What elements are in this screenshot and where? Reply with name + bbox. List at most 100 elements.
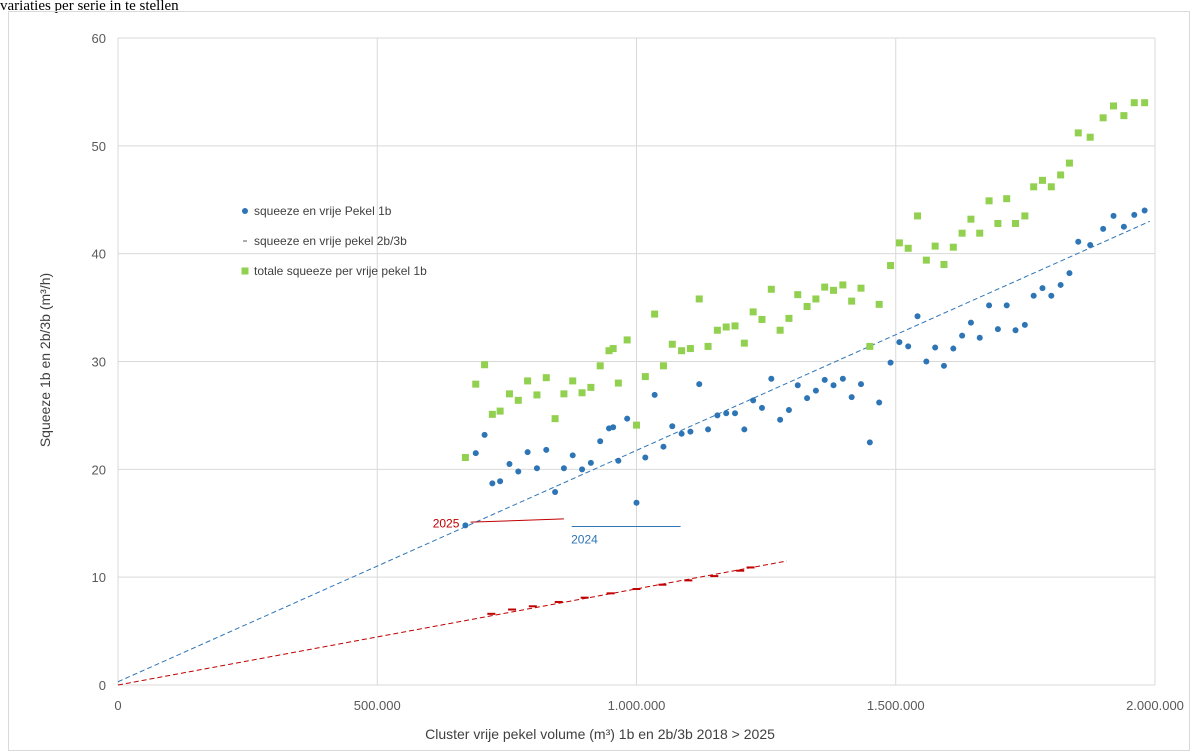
legend-marker-square xyxy=(241,267,249,275)
point-square xyxy=(1086,133,1094,141)
point-circle xyxy=(1131,211,1138,218)
point-square xyxy=(704,342,712,350)
y-tick-label: 60 xyxy=(92,31,106,46)
x-axis-label: Cluster vrije pekel volume (m³) 1b en 2b… xyxy=(425,726,775,742)
point-circle xyxy=(481,431,488,438)
point-square xyxy=(1130,99,1138,107)
point-circle xyxy=(1087,242,1094,249)
point-circle xyxy=(959,332,966,339)
annotation-lines xyxy=(470,518,681,527)
point-circle xyxy=(768,375,775,382)
point-circle xyxy=(642,454,649,461)
point-circle xyxy=(1003,302,1010,309)
point-circle xyxy=(812,387,819,394)
point-circle xyxy=(472,450,479,457)
tick-labels: 0 10 20 30 40 50 60 0 500.000 1.000.000 1.500.000 2… xyxy=(92,31,1184,713)
point-circle xyxy=(804,395,811,402)
point-circle xyxy=(758,404,765,411)
point-circle xyxy=(1120,223,1127,230)
point-square xyxy=(848,297,856,305)
point-square xyxy=(821,283,829,291)
point-circle xyxy=(967,319,974,326)
x-tick-label: 2.000.000 xyxy=(1126,698,1184,713)
annotations: 2025 2024 xyxy=(433,516,598,546)
point-square xyxy=(1057,171,1065,179)
point-circle xyxy=(723,410,730,417)
point-circle xyxy=(794,382,801,389)
point-square xyxy=(1030,183,1038,191)
point-circle xyxy=(848,394,855,401)
y-tick-label: 30 xyxy=(92,355,106,370)
point-circle xyxy=(524,449,531,456)
y-tick-label: 20 xyxy=(92,462,106,477)
point-square xyxy=(713,326,721,334)
point-square xyxy=(866,342,874,350)
point-circle xyxy=(678,430,685,437)
point-circle xyxy=(552,488,559,495)
point-circle xyxy=(714,412,721,419)
point-circle xyxy=(876,399,883,406)
point-square xyxy=(887,262,895,270)
point-circle xyxy=(866,439,873,446)
y-tick-label: 50 xyxy=(92,139,106,154)
point-circle xyxy=(696,381,703,388)
point-circle xyxy=(462,522,469,529)
point-square xyxy=(686,345,694,353)
trendline xyxy=(117,220,1151,683)
point-square xyxy=(614,379,622,387)
y-tick-label: 0 xyxy=(99,678,106,693)
point-square xyxy=(722,323,730,331)
point-square xyxy=(668,340,676,348)
point-square xyxy=(659,362,667,370)
point-circle xyxy=(932,344,939,351)
header-text-fragment: variaties per serie in te stellen xyxy=(0,0,179,14)
point-square xyxy=(976,229,984,237)
point-circle xyxy=(887,359,894,366)
point-square xyxy=(578,389,586,397)
point-circle xyxy=(506,460,513,467)
y-axis-label: Squeeze 1b en 2b/3b (m³/h) xyxy=(37,273,53,447)
point-square xyxy=(812,295,820,303)
point-circle xyxy=(489,480,496,487)
point-square xyxy=(524,377,532,385)
point-square xyxy=(839,281,847,289)
y-tick-label: 10 xyxy=(92,570,106,585)
point-square xyxy=(1074,129,1082,137)
point-circle xyxy=(624,415,631,422)
point-circle xyxy=(976,334,983,341)
point-square xyxy=(949,243,957,251)
point-square xyxy=(695,295,703,303)
point-circle xyxy=(732,410,739,417)
point-square xyxy=(496,407,504,415)
point-square xyxy=(481,361,489,369)
point-square xyxy=(488,410,496,418)
trendlines xyxy=(117,220,1151,686)
point-square xyxy=(922,256,930,264)
point-square xyxy=(776,326,784,334)
point-circle xyxy=(741,426,748,433)
point-square xyxy=(740,339,748,347)
legend: squeeze en vrije Pekel 1b squeeze en vrij… xyxy=(241,204,427,278)
point-square xyxy=(830,286,838,294)
point-square xyxy=(623,336,631,344)
annotation-2025: 2025 xyxy=(433,516,460,530)
point-square xyxy=(678,347,686,355)
point-square xyxy=(1099,114,1107,122)
point-circle xyxy=(905,343,912,350)
point-square xyxy=(551,415,559,423)
trendline xyxy=(117,560,787,686)
point-square xyxy=(1065,159,1073,167)
x-tick-label: 1.000.000 xyxy=(608,698,666,713)
point-square xyxy=(1141,99,1149,107)
point-square xyxy=(569,377,577,385)
x-tick-label: 0 xyxy=(114,698,121,713)
point-square xyxy=(1120,112,1128,120)
point-circle xyxy=(994,326,1001,333)
point-square xyxy=(931,242,939,250)
point-circle xyxy=(1057,281,1064,288)
point-square xyxy=(605,347,613,355)
point-square xyxy=(596,362,604,370)
point-square xyxy=(609,345,617,353)
point-circle xyxy=(1021,321,1028,328)
